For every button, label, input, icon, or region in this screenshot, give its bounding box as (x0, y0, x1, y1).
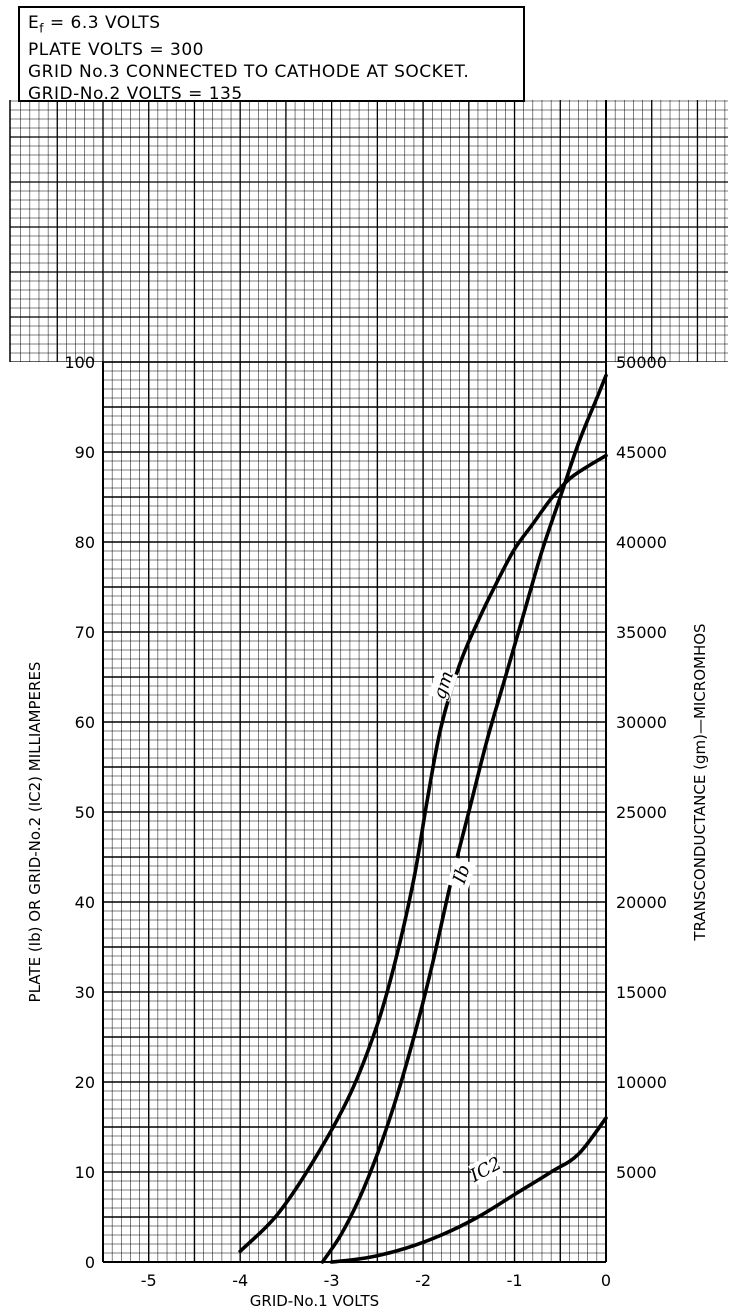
x-axis-title: GRID-No.1 VOLTS (250, 1292, 379, 1310)
y-tick-label: 10 (75, 1163, 95, 1182)
curves (238, 373, 608, 1264)
y2-tick-label: 15000 (616, 983, 667, 1002)
x-tick-label: -4 (232, 1271, 248, 1290)
right-margin (606, 362, 732, 1282)
y-tick-label: 20 (75, 1073, 95, 1092)
y-tick-label: 50 (75, 803, 95, 822)
y-axis-title: PLATE (Ib) OR GRID-No.2 (IC2) MILLIAMPER… (26, 662, 44, 1003)
graph-paper-grid (0, 100, 732, 1282)
y2-tick-label: 40000 (616, 533, 667, 552)
filament-symbol: E (28, 13, 40, 33)
y2-tick-label: 25000 (616, 803, 667, 822)
grid2-volts-line: GRID-No.2 VOLTS = 135 (28, 84, 243, 105)
grid3-connection-line: GRID No.3 CONNECTED TO CATHODE AT SOCKET… (28, 62, 470, 83)
filament-subscript: f (39, 21, 44, 36)
filament-voltage: Ef = 6.3 VOLTS (28, 12, 515, 39)
left-margin (0, 362, 103, 1282)
curve-label-gm: gm (429, 668, 458, 702)
y-tick-label: 70 (75, 623, 95, 642)
curve-label-bg (468, 1153, 504, 1186)
y2-tick-label: 5000 (616, 1163, 657, 1182)
y2-tick-label: 50000 (616, 353, 667, 372)
series-ic2-curve (329, 1116, 608, 1264)
curve-label-bg (446, 857, 477, 891)
y2-tick-label: 20000 (616, 893, 667, 912)
curve-label-bg (428, 668, 458, 702)
axes (9, 100, 607, 1263)
x-tick-label: -5 (141, 1271, 157, 1290)
y-tick-label: 60 (75, 713, 95, 732)
y2-tick-label: 45000 (616, 443, 667, 462)
operating-conditions-box: Ef = 6.3 VOLTS PLATE VOLTS = 300 GRID No… (18, 6, 525, 105)
x-tick-label: -2 (415, 1271, 431, 1290)
x-tick-label: 0 (601, 1271, 611, 1290)
y-tick-label: 30 (75, 983, 95, 1002)
y2-tick-label: 10000 (616, 1073, 667, 1092)
y2-axis-title: TRANSCONDUCTANCE (gm)—MICROMHOS (691, 623, 709, 941)
curve-label-ic2: IC2 (466, 1153, 505, 1187)
y-tick-label: 100 (64, 353, 95, 372)
y-tick-label: 0 (85, 1253, 95, 1272)
filament-value: = 6.3 VOLTS (49, 13, 161, 33)
y-tick-label: 40 (75, 893, 95, 912)
x-tick-label: -1 (507, 1271, 523, 1290)
series-gm-curve (238, 453, 608, 1253)
y-tick-label: 90 (75, 443, 95, 462)
y2-tick-label: 35000 (616, 623, 667, 642)
y2-tick-label: 30000 (616, 713, 667, 732)
series-ib-curve (320, 373, 608, 1264)
plate-volts-line: PLATE VOLTS = 300 (28, 40, 204, 61)
y-tick-label: 80 (75, 533, 95, 552)
x-tick-label: -3 (324, 1271, 340, 1290)
